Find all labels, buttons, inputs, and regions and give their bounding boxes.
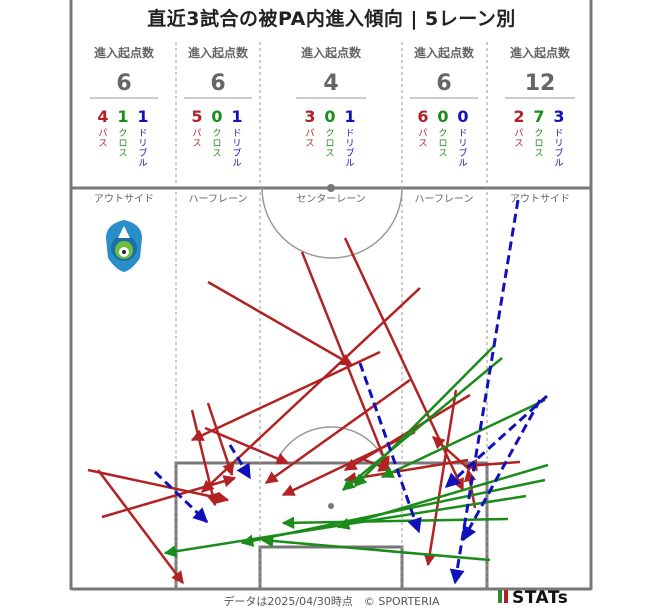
dribble-arrow xyxy=(228,444,252,480)
lane-total: 6 xyxy=(436,71,451,96)
lane-name: ハーフレーン xyxy=(415,194,474,205)
pass-arrow xyxy=(300,251,390,470)
lane-cross-label: クロス xyxy=(438,128,447,159)
lane-dribble-label: ドリブル xyxy=(458,129,467,169)
cross-arrow xyxy=(354,344,496,487)
dribble-arrow xyxy=(449,199,520,585)
lane-name: アウトサイド xyxy=(510,193,570,205)
lane-pass-label: パス xyxy=(305,128,314,149)
lane-name: ハーフレーン xyxy=(189,194,248,205)
center-circle xyxy=(261,187,403,259)
lane-dribble-count: 3 xyxy=(553,107,564,126)
lane-cross-count: 1 xyxy=(117,107,128,126)
dribble-arrow xyxy=(444,394,549,489)
lane-cross-label: クロス xyxy=(534,128,543,159)
lane-header: 進入起点数 xyxy=(414,45,475,60)
pass-arrow xyxy=(204,426,290,465)
lane-pass-label: パス xyxy=(192,128,201,149)
dribble-arrow xyxy=(153,470,209,524)
pass-arrow xyxy=(423,389,458,567)
pass-arrow xyxy=(206,402,235,477)
pass-arrow xyxy=(101,475,237,519)
penalty-spot xyxy=(328,503,334,509)
brand-mark-icon xyxy=(498,590,502,603)
lane-total: 12 xyxy=(525,71,556,96)
brand-text: STATs xyxy=(512,588,569,608)
pass-arrow xyxy=(97,469,184,584)
lane-header: 進入起点数 xyxy=(510,45,571,60)
pass-arrow xyxy=(190,409,219,507)
dribble-arrow xyxy=(461,399,542,542)
pass-arrow xyxy=(264,378,411,485)
lane-cross-count: 7 xyxy=(533,107,544,126)
lane-dribble-label: ドリブル xyxy=(345,129,354,169)
cross-arrow xyxy=(342,357,503,491)
lane-pass-count: 3 xyxy=(304,107,315,126)
lane-dribble-count: 0 xyxy=(457,107,468,126)
pass-arrow xyxy=(190,350,381,442)
lane-dribble-label: ドリブル xyxy=(554,129,563,169)
pass-arrow xyxy=(201,287,421,493)
cross-arrow xyxy=(281,516,509,530)
lane-pass-count: 6 xyxy=(417,107,428,126)
lane-pass-count: 2 xyxy=(513,107,524,126)
lane-name: センターレーン xyxy=(296,193,366,205)
brand-logo: STATs xyxy=(498,588,568,608)
lane-cross-label: クロス xyxy=(325,128,334,159)
chart-title: 直近3試合の被PA内進入傾向 | 5レーン別 xyxy=(147,8,516,30)
cross-arrows xyxy=(163,344,549,562)
lane-cross-label: クロス xyxy=(212,128,221,159)
lane-dribble-count: 1 xyxy=(344,107,355,126)
lane-cross-label: クロス xyxy=(118,128,127,159)
cross-arrow xyxy=(260,534,491,562)
lane-header: 進入起点数 xyxy=(301,45,362,60)
club-crest-icon xyxy=(106,220,142,272)
lane-pass-label: パス xyxy=(514,128,523,149)
lane-pass-count: 4 xyxy=(97,107,108,126)
dribble-arrow xyxy=(358,362,422,534)
lane-total: 6 xyxy=(116,71,131,96)
lane-total: 6 xyxy=(210,71,225,96)
lane-dribble-count: 1 xyxy=(137,107,148,126)
lane-name: アウトサイド xyxy=(94,193,154,205)
footer-note: データは2025/04/30時点 © SPORTERIA xyxy=(223,595,440,608)
pass-arrow xyxy=(207,280,354,367)
goal-area xyxy=(258,545,404,591)
lane-cross-count: 0 xyxy=(324,107,335,126)
lane-dribble-label: ドリブル xyxy=(232,129,241,169)
lane-dribble-label: ドリブル xyxy=(138,129,147,169)
lane-header: 進入起点数 xyxy=(188,45,249,60)
cross-arrow xyxy=(163,494,527,558)
dribble-arrows xyxy=(153,199,549,585)
pass-arrow xyxy=(432,436,471,471)
lane-total: 4 xyxy=(323,71,338,96)
lane-pass-count: 5 xyxy=(191,107,202,126)
brand-mark-icon-2 xyxy=(504,590,508,603)
lane-dribble-count: 1 xyxy=(231,107,242,126)
lane-cross-count: 0 xyxy=(437,107,448,126)
penalty-arc xyxy=(275,426,387,464)
pass-arrow xyxy=(87,468,230,504)
center-spot xyxy=(327,184,335,192)
lane-pass-label: パス xyxy=(98,128,107,149)
lane-dividers xyxy=(175,42,488,589)
lane-header: 進入起点数 xyxy=(94,45,155,60)
lane-cross-count: 0 xyxy=(211,107,222,126)
cross-arrow xyxy=(380,398,546,479)
pass-arrow xyxy=(463,468,477,509)
lane-pass-label: パス xyxy=(418,128,427,149)
